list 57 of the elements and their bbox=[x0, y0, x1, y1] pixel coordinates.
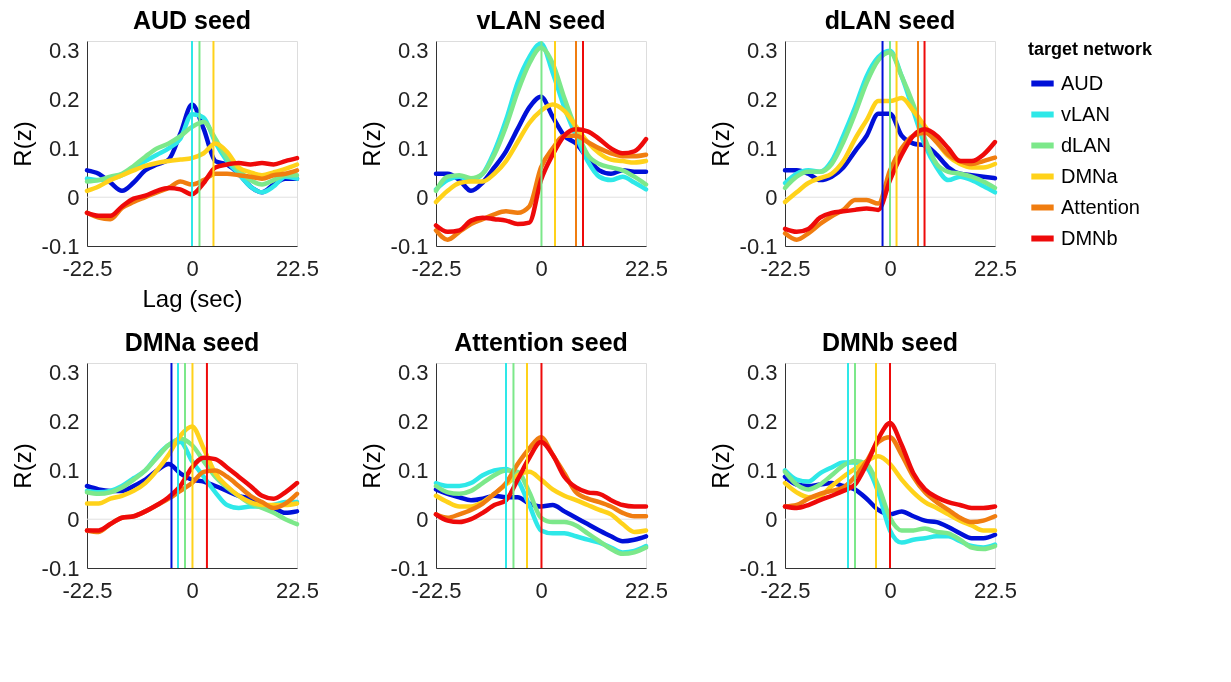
y-tick-label: 0.3 bbox=[746, 360, 778, 386]
legend-title: target network bbox=[1028, 39, 1154, 59]
chart-title: AUD seed bbox=[132, 5, 252, 34]
y-tick-label: 0.1 bbox=[397, 457, 429, 483]
legend-label: DMNb bbox=[1061, 226, 1118, 249]
x-tick-label: 22.5 bbox=[625, 255, 668, 281]
y-axis-title: R(z) bbox=[8, 121, 36, 167]
x-tick-label: 0 bbox=[884, 255, 897, 281]
chart-title: Attention seed bbox=[454, 327, 628, 356]
x-tick-label: 22.5 bbox=[276, 577, 319, 603]
chart-title: DMNb seed bbox=[821, 327, 959, 356]
legend-label: dLAN bbox=[1061, 133, 1112, 156]
chart-title: dLAN seed bbox=[824, 5, 956, 34]
x-axis-title: Lag (sec) bbox=[142, 284, 243, 312]
y-tick-label: 0.2 bbox=[397, 409, 429, 435]
y-tick-label: 0.3 bbox=[397, 360, 429, 386]
chart-title: DMNa seed bbox=[124, 327, 260, 356]
line-series bbox=[84, 155, 300, 218]
y-tick-label: 0.2 bbox=[48, 87, 80, 113]
x-tick-label: 22.5 bbox=[974, 255, 1017, 281]
y-axis-title: R(z) bbox=[706, 121, 734, 167]
y-tick-label: 0.1 bbox=[48, 135, 80, 161]
y-axis-title: R(z) bbox=[357, 443, 385, 489]
x-tick-label: 0 bbox=[884, 577, 897, 603]
chart-title: vLAN seed bbox=[476, 5, 606, 34]
y-tick-label: 0 bbox=[765, 506, 778, 532]
legend-label: vLAN bbox=[1061, 102, 1110, 125]
y-tick-label: 0 bbox=[416, 506, 429, 532]
x-tick-label: 22.5 bbox=[276, 255, 319, 281]
y-tick-label: 0.3 bbox=[746, 38, 778, 64]
y-tick-label: 0.2 bbox=[48, 409, 80, 435]
y-tick-label: 0.2 bbox=[397, 87, 429, 113]
y-tick-label: 0 bbox=[67, 506, 80, 532]
y-tick-label: 0.1 bbox=[48, 457, 80, 483]
y-axis-title: R(z) bbox=[706, 443, 734, 489]
legend-label: DMNa bbox=[1061, 164, 1119, 187]
y-tick-label: 0 bbox=[416, 184, 429, 210]
y-tick-label: 0.3 bbox=[48, 360, 80, 386]
x-tick-label: 0 bbox=[535, 577, 548, 603]
y-axis-title: R(z) bbox=[8, 443, 36, 489]
y-tick-label: 0.1 bbox=[397, 135, 429, 161]
y-tick-label: 0.2 bbox=[746, 409, 778, 435]
y-tick-label: 0.3 bbox=[48, 38, 80, 64]
y-tick-label: 0 bbox=[765, 184, 778, 210]
y-tick-label: 0.3 bbox=[397, 38, 429, 64]
x-tick-label: 22.5 bbox=[625, 577, 668, 603]
y-axis-title: R(z) bbox=[357, 121, 385, 167]
y-tick-label: 0.1 bbox=[746, 135, 778, 161]
y-tick-label: 0.1 bbox=[746, 457, 778, 483]
x-tick-label: 0 bbox=[186, 577, 199, 603]
y-tick-label: 0 bbox=[67, 184, 80, 210]
legend-label: AUD bbox=[1061, 71, 1104, 94]
legend-label: Attention bbox=[1061, 195, 1140, 218]
x-tick-label: 0 bbox=[186, 255, 199, 281]
x-tick-label: 22.5 bbox=[974, 577, 1017, 603]
y-tick-label: 0.2 bbox=[746, 87, 778, 113]
x-tick-label: 0 bbox=[535, 255, 548, 281]
